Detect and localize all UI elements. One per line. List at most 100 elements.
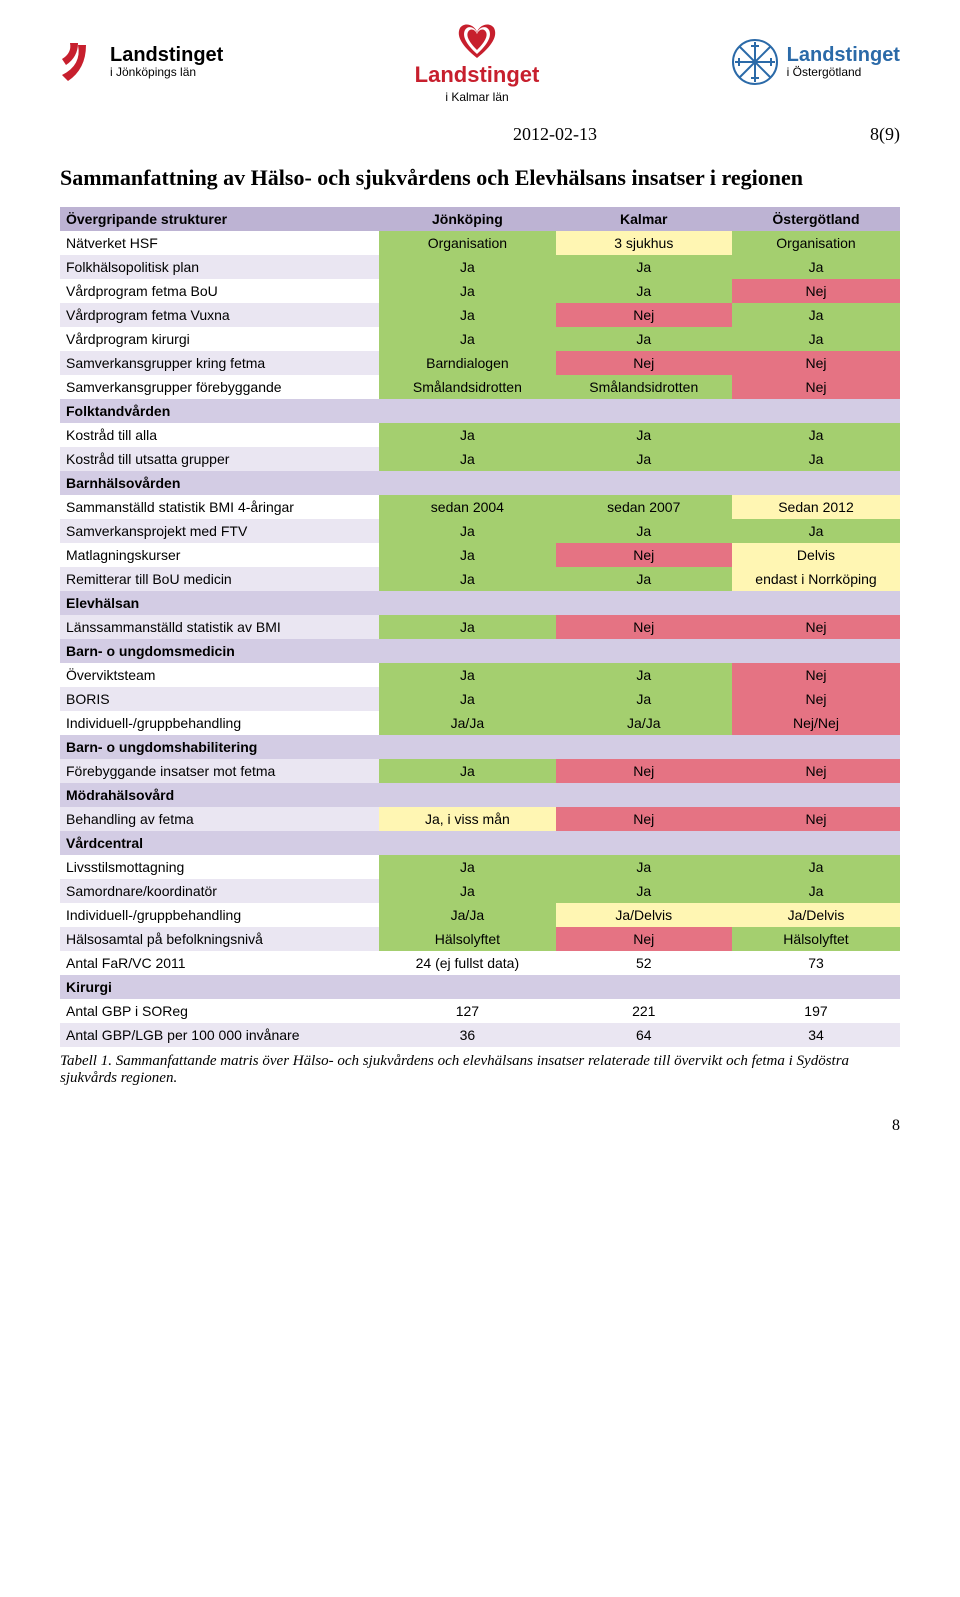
table-cell: Ja bbox=[556, 663, 732, 687]
row-label: Samverkansgrupper kring fetma bbox=[60, 351, 379, 375]
row-label: Individuell-/gruppbehandling bbox=[60, 711, 379, 735]
row-label: Kostråd till utsatta grupper bbox=[60, 447, 379, 471]
table-cell: Nej bbox=[556, 807, 732, 831]
table-cell: Ja bbox=[379, 327, 555, 351]
doc-date: 2012-02-13 bbox=[513, 124, 597, 145]
logo-center-title: Landstinget bbox=[415, 62, 540, 88]
table-cell: Ja bbox=[732, 447, 900, 471]
table-cell: Ja bbox=[379, 687, 555, 711]
table-cell: 52 bbox=[556, 951, 732, 975]
table-cell: Barndialogen bbox=[379, 351, 555, 375]
row-label: Antal GBP/LGB per 100 000 invånare bbox=[60, 1023, 379, 1047]
table-cell: Ja bbox=[556, 255, 732, 279]
table-cell: Ja bbox=[379, 519, 555, 543]
table-cell: Ja/Delvis bbox=[732, 903, 900, 927]
table-cell: Nej bbox=[732, 663, 900, 687]
table-cell: Ja bbox=[379, 303, 555, 327]
table-cell: Delvis bbox=[732, 543, 900, 567]
table-cell: Nej bbox=[732, 279, 900, 303]
table-cell: Smålandsidrotten bbox=[379, 375, 555, 399]
heart-icon bbox=[452, 20, 502, 60]
row-label: BORIS bbox=[60, 687, 379, 711]
logo-ostergotland: Landstinget i Östergötland bbox=[731, 38, 900, 86]
table-cell: Nej bbox=[732, 615, 900, 639]
table-cell: Nej bbox=[556, 927, 732, 951]
table-cell: Ja bbox=[556, 567, 732, 591]
table-cell: Ja bbox=[379, 615, 555, 639]
logo-jonkoping: Landstinget i Jönköpings län bbox=[60, 41, 223, 83]
summary-table: Övergripande strukturerJönköpingKalmarÖs… bbox=[60, 207, 900, 1047]
table-cell: Ja/Ja bbox=[379, 903, 555, 927]
table-caption: Tabell 1. Sammanfattande matris över Häl… bbox=[60, 1053, 900, 1087]
row-label: Nätverket HSF bbox=[60, 231, 379, 255]
row-label: Vårdprogram fetma Vuxna bbox=[60, 303, 379, 327]
table-cell: Ja bbox=[379, 279, 555, 303]
table-cell: Nej bbox=[732, 375, 900, 399]
table-cell: Ja bbox=[379, 255, 555, 279]
section-header: Barnhälsovården bbox=[60, 471, 900, 495]
row-label: Individuell-/gruppbehandling bbox=[60, 903, 379, 927]
table-cell: 197 bbox=[732, 999, 900, 1023]
logo-kalmar: Landstinget i Kalmar län bbox=[415, 20, 540, 104]
row-label: Hälsosamtal på befolkningsnivå bbox=[60, 927, 379, 951]
row-label: Antal GBP i SOReg bbox=[60, 999, 379, 1023]
table-cell: Nej bbox=[732, 351, 900, 375]
table-cell: Ja/Ja bbox=[379, 711, 555, 735]
row-label: Vårdprogram fetma BoU bbox=[60, 279, 379, 303]
table-cell: Nej bbox=[732, 687, 900, 711]
section-header: Barn- o ungdomsmedicin bbox=[60, 639, 900, 663]
table-cell: Nej bbox=[556, 303, 732, 327]
table-cell: Ja bbox=[556, 519, 732, 543]
table-cell: Ja bbox=[379, 543, 555, 567]
table-cell: Ja/Ja bbox=[556, 711, 732, 735]
table-cell: endast i Norrköping bbox=[732, 567, 900, 591]
table-cell: Smålandsidrotten bbox=[556, 375, 732, 399]
col-header: Jönköping bbox=[379, 207, 555, 231]
table-cell: Nej bbox=[556, 543, 732, 567]
logo-left-sub: i Jönköpings län bbox=[110, 66, 223, 79]
table-cell: Ja bbox=[556, 879, 732, 903]
logo-right-sub: i Östergötland bbox=[787, 66, 900, 79]
row-label: Vårdprogram kirurgi bbox=[60, 327, 379, 351]
row-label: Livsstilsmottagning bbox=[60, 855, 379, 879]
row-label: Samordnare/koordinatör bbox=[60, 879, 379, 903]
table-cell: Ja bbox=[556, 687, 732, 711]
table-cell: Nej bbox=[732, 807, 900, 831]
col-header: Östergötland bbox=[732, 207, 900, 231]
table-cell: Ja bbox=[732, 255, 900, 279]
table-cell: Ja bbox=[379, 663, 555, 687]
table-cell: Ja bbox=[732, 423, 900, 447]
table-cell: Organisation bbox=[379, 231, 555, 255]
snowflake-icon bbox=[731, 38, 779, 86]
logo-center-sub: i Kalmar län bbox=[445, 90, 508, 104]
row-label: Antal FaR/VC 2011 bbox=[60, 951, 379, 975]
cross-icon bbox=[60, 41, 102, 83]
table-cell: Ja bbox=[379, 855, 555, 879]
section-header: Vårdcentral bbox=[60, 831, 900, 855]
table-cell: Nej bbox=[556, 759, 732, 783]
table-cell: 127 bbox=[379, 999, 555, 1023]
table-cell: 73 bbox=[732, 951, 900, 975]
row-label: Kostråd till alla bbox=[60, 423, 379, 447]
table-cell: Ja bbox=[556, 855, 732, 879]
col-header-label: Övergripande strukturer bbox=[60, 207, 379, 231]
table-cell: Ja bbox=[556, 423, 732, 447]
table-cell: Sedan 2012 bbox=[732, 495, 900, 519]
logo-left-title: Landstinget bbox=[110, 44, 223, 66]
row-label: Länssammanställd statistik av BMI bbox=[60, 615, 379, 639]
table-cell: 3 sjukhus bbox=[556, 231, 732, 255]
page-number: 8 bbox=[60, 1117, 900, 1135]
page-title: Sammanfattning av Hälso- och sjukvårdens… bbox=[60, 165, 900, 191]
table-cell: 34 bbox=[732, 1023, 900, 1047]
table-cell: Ja bbox=[732, 855, 900, 879]
row-label: Överviktsteam bbox=[60, 663, 379, 687]
table-cell: Nej/Nej bbox=[732, 711, 900, 735]
table-cell: Hälsolyftet bbox=[732, 927, 900, 951]
table-cell: Hälsolyftet bbox=[379, 927, 555, 951]
logo-right-title: Landstinget bbox=[787, 44, 900, 66]
table-cell: Ja bbox=[556, 279, 732, 303]
table-cell: Ja bbox=[379, 447, 555, 471]
col-header: Kalmar bbox=[556, 207, 732, 231]
section-header: Elevhälsan bbox=[60, 591, 900, 615]
row-label: Förebyggande insatser mot fetma bbox=[60, 759, 379, 783]
